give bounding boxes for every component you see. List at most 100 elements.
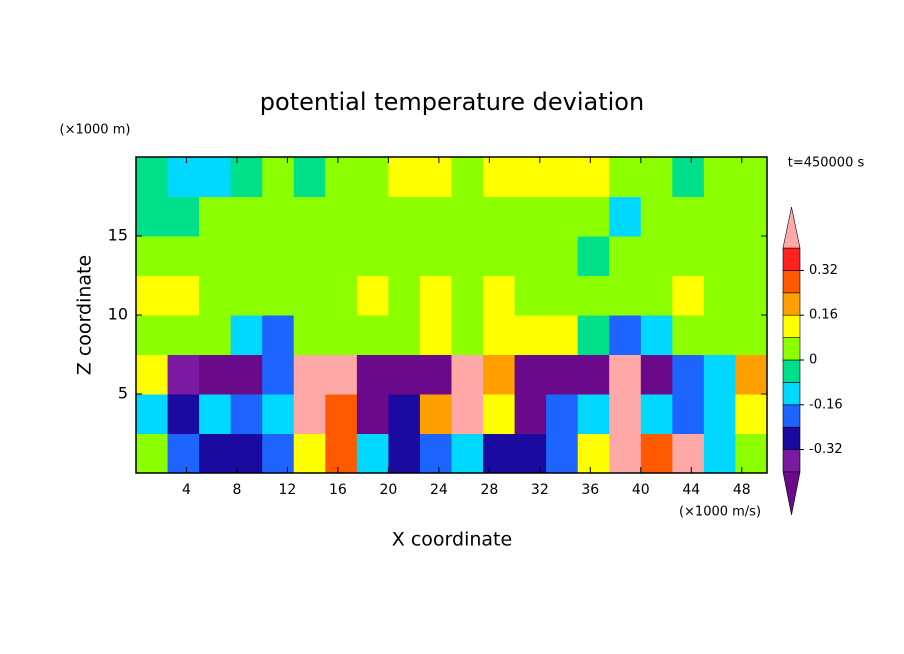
colorbar-tick-label: 0	[809, 353, 817, 368]
colorbar-under	[782, 471, 801, 516]
field-cell	[388, 315, 421, 355]
field-cell	[609, 236, 642, 276]
field-cell	[640, 315, 673, 355]
field-cell	[325, 157, 358, 197]
x-tick-label: 28	[480, 482, 498, 498]
x-tick-label: 48	[733, 482, 751, 498]
field-cell	[356, 157, 389, 197]
field-cell	[325, 354, 358, 395]
field-cell	[672, 433, 705, 474]
field-cell	[514, 275, 547, 316]
field-cell	[230, 275, 263, 316]
field-cell	[388, 157, 421, 197]
field-cell	[483, 275, 516, 316]
field-cell	[609, 354, 642, 395]
colorbar-segment	[782, 426, 801, 450]
field-cell	[167, 394, 200, 434]
field-cell	[199, 315, 232, 355]
field-cell	[136, 157, 169, 197]
field-cell	[672, 157, 705, 197]
field-cell	[325, 315, 358, 355]
field-cell	[136, 354, 169, 395]
field-cell	[388, 433, 421, 474]
field-cell	[388, 196, 421, 237]
field-cell	[703, 394, 736, 434]
field-cell	[735, 236, 768, 276]
field-cell	[546, 236, 579, 276]
field-cell	[293, 157, 326, 197]
field-cell	[703, 354, 736, 395]
field-cell	[640, 157, 673, 197]
y-tick-label: 5	[118, 384, 128, 403]
field-cell	[356, 275, 389, 316]
field-cell	[293, 354, 326, 395]
field-cell	[167, 157, 200, 197]
field-cell	[546, 394, 579, 434]
x-tick-label: 44	[682, 482, 700, 498]
field-cell	[262, 315, 295, 355]
field-cell	[577, 196, 610, 237]
field-cell	[546, 275, 579, 316]
field-cell	[325, 394, 358, 434]
field-cell	[640, 196, 673, 237]
colorbar-segment	[782, 247, 801, 271]
field-cell	[293, 236, 326, 276]
x-tick-label: 24	[430, 482, 448, 498]
field-cell	[419, 354, 452, 395]
field-cell	[167, 196, 200, 237]
y-tick-label: 15	[108, 226, 128, 245]
field-cell	[703, 275, 736, 316]
field-cell	[262, 394, 295, 434]
colorbar-segment	[782, 270, 801, 294]
field-cell	[703, 196, 736, 237]
field-cell	[136, 315, 169, 355]
field-cell	[672, 236, 705, 276]
colorbar-segment	[782, 359, 801, 383]
field-cell	[483, 236, 516, 276]
field-cell	[136, 196, 169, 237]
field-cell	[356, 354, 389, 395]
field-cell	[451, 157, 484, 197]
field-cell	[451, 394, 484, 434]
field-cell	[419, 394, 452, 434]
field-cell	[419, 236, 452, 276]
colorbar-segment	[782, 314, 801, 338]
x-tick-label: 20	[379, 482, 397, 498]
x-tick-label: 12	[279, 482, 297, 498]
x-tick-label: 36	[581, 482, 599, 498]
time-annotation: t=450000 s	[788, 156, 865, 171]
field-cell	[262, 236, 295, 276]
colorbar-segment	[782, 292, 801, 316]
field-cell	[293, 315, 326, 355]
field-cell	[167, 315, 200, 355]
field-cell	[230, 196, 263, 237]
field-cell	[703, 315, 736, 355]
field-cell	[325, 236, 358, 276]
field-cell	[325, 275, 358, 316]
field-cell	[262, 157, 295, 197]
field-cell	[136, 394, 169, 434]
field-cell	[199, 157, 232, 197]
field-cell	[451, 275, 484, 316]
field-cell	[483, 394, 516, 434]
colorbar-over	[782, 206, 801, 249]
field-cell	[577, 394, 610, 434]
field-cell	[388, 236, 421, 276]
field-cell	[230, 354, 263, 395]
field-cell	[672, 354, 705, 395]
field-cell	[356, 315, 389, 355]
field-cell	[577, 354, 610, 395]
field-cell	[136, 433, 169, 474]
field-cell	[577, 433, 610, 474]
field-cell	[672, 196, 705, 237]
field-cell	[325, 196, 358, 237]
field-cell	[451, 315, 484, 355]
field-cell	[199, 236, 232, 276]
field-cell	[546, 433, 579, 474]
field-cell	[735, 354, 768, 395]
field-cell	[356, 433, 389, 474]
field-cell	[546, 354, 579, 395]
x-tick-label: 8	[232, 482, 241, 498]
field-cell	[199, 394, 232, 434]
